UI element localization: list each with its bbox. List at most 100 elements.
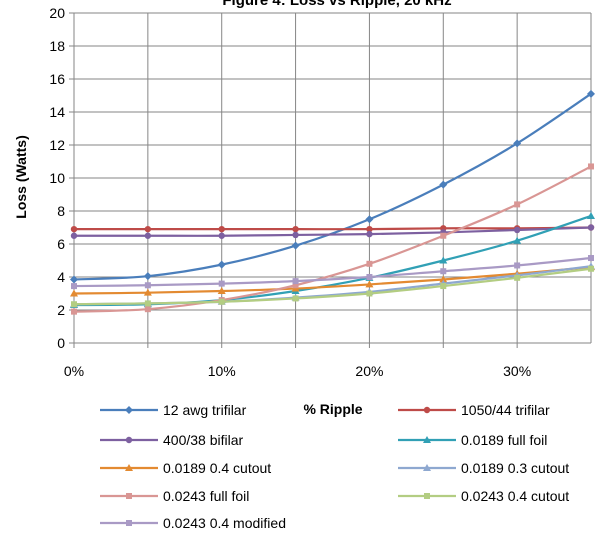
series-line — [73, 266, 592, 295]
legend-label: 0.0189 0.3 cutout — [461, 460, 569, 476]
series-line — [73, 165, 592, 313]
data-point — [217, 287, 226, 295]
chart-title: Figure 4: Loss vs Ripple, 20 kHz — [222, 0, 451, 9]
y-tick-label: 16 — [49, 71, 65, 87]
y-tick-label: 20 — [49, 5, 65, 21]
y-tick-label: 10 — [49, 170, 65, 186]
data-point — [143, 272, 152, 281]
data-point — [70, 225, 78, 233]
y-tick-label: 18 — [49, 38, 65, 54]
legend-marker — [423, 436, 431, 443]
data-point — [366, 230, 373, 238]
y-tick-label: 4 — [57, 269, 65, 285]
legend-label: 1050/44 trifilar — [461, 402, 550, 418]
legend-item-2: 400/38 bifilar — [100, 432, 244, 448]
y-tick-label: 12 — [49, 137, 65, 153]
series-line — [73, 226, 592, 237]
data-point — [71, 308, 77, 315]
series-line — [73, 256, 592, 288]
data-point — [292, 295, 299, 302]
legend-marker — [125, 406, 133, 414]
data-point — [514, 201, 521, 208]
data-point — [144, 282, 151, 289]
data-point — [440, 268, 447, 275]
x-axis-title: % Ripple — [303, 401, 362, 417]
data-point — [514, 262, 521, 269]
legend-marker — [125, 464, 133, 471]
y-tick-label: 2 — [57, 302, 65, 318]
x-tick-label: 10% — [208, 363, 236, 379]
y-tick-label: 14 — [49, 104, 65, 120]
data-point — [440, 283, 447, 290]
data-point — [218, 225, 225, 233]
data-point — [588, 163, 594, 170]
data-point — [587, 89, 595, 98]
data-point — [144, 232, 152, 239]
data-point — [143, 288, 152, 296]
data-point — [440, 232, 447, 239]
data-point — [514, 274, 521, 281]
legend-item-0: 12 awg trifilar — [100, 402, 247, 418]
data-point — [71, 301, 77, 308]
data-point — [366, 225, 373, 233]
series-line — [73, 92, 592, 281]
data-point — [439, 180, 448, 189]
data-point — [366, 260, 373, 267]
x-tick-label: 20% — [355, 363, 383, 379]
data-point — [292, 282, 299, 289]
series-2 — [70, 224, 595, 239]
data-point — [144, 225, 152, 233]
plot-series — [70, 89, 595, 315]
legend-marker — [424, 493, 430, 499]
legend-marker — [126, 520, 132, 526]
legend-marker — [126, 493, 132, 499]
y-tick-label: 0 — [57, 335, 65, 351]
legend-label: 400/38 bifilar — [163, 432, 244, 448]
legend-label: 0.0243 0.4 cutout — [461, 488, 569, 504]
legend-item-3: 0.0189 full foil — [398, 432, 547, 448]
series-7 — [71, 265, 594, 308]
data-point — [70, 232, 78, 239]
x-tick-label: 0% — [64, 363, 84, 379]
legend-label: 0.0189 0.4 cutout — [163, 460, 271, 476]
legend-label: 0.0189 full foil — [461, 432, 547, 448]
data-point — [70, 275, 78, 284]
legend-label: 0.0243 full foil — [163, 488, 249, 504]
series-0 — [70, 89, 595, 284]
legend-item-4: 0.0189 0.4 cutout — [100, 460, 271, 476]
data-point — [218, 232, 225, 239]
y-axis-ticks: 0 2 4 6 8 10 12 14 16 18 20 — [49, 5, 74, 351]
legend-item-5: 0.0189 0.3 cutout — [398, 460, 569, 476]
data-point — [587, 211, 595, 219]
data-point — [292, 225, 299, 233]
data-point — [366, 290, 373, 297]
data-point — [365, 215, 374, 224]
y-axis-title: Loss (Watts) — [13, 135, 29, 218]
data-point — [71, 283, 77, 290]
data-point — [588, 255, 594, 262]
legend-item-6: 0.0243 full foil — [100, 488, 249, 504]
data-point — [144, 306, 151, 313]
legend-marker — [125, 436, 133, 444]
data-point — [513, 236, 522, 244]
data-point — [366, 274, 373, 280]
x-axis-ticks: 0% 10% 20% 30% — [64, 343, 531, 379]
data-point — [218, 280, 225, 287]
legend-item-7: 0.0243 0.4 cutout — [398, 488, 569, 504]
series-8 — [71, 255, 594, 290]
legend-item-8: 0.0243 0.4 modified — [100, 515, 286, 531]
data-point — [513, 139, 522, 148]
data-point — [587, 224, 595, 231]
data-point — [439, 275, 448, 283]
chart-legend: 12 awg trifilar 1050/44 trifilar 400/38 bi… — [100, 402, 569, 531]
data-point — [70, 289, 78, 297]
legend-marker — [423, 406, 431, 414]
y-tick-label: 8 — [57, 203, 65, 219]
data-point — [439, 256, 448, 264]
data-point — [588, 265, 594, 272]
x-tick-label: 30% — [503, 363, 531, 379]
data-point — [144, 300, 151, 307]
data-point — [292, 231, 299, 239]
data-point — [513, 226, 521, 234]
